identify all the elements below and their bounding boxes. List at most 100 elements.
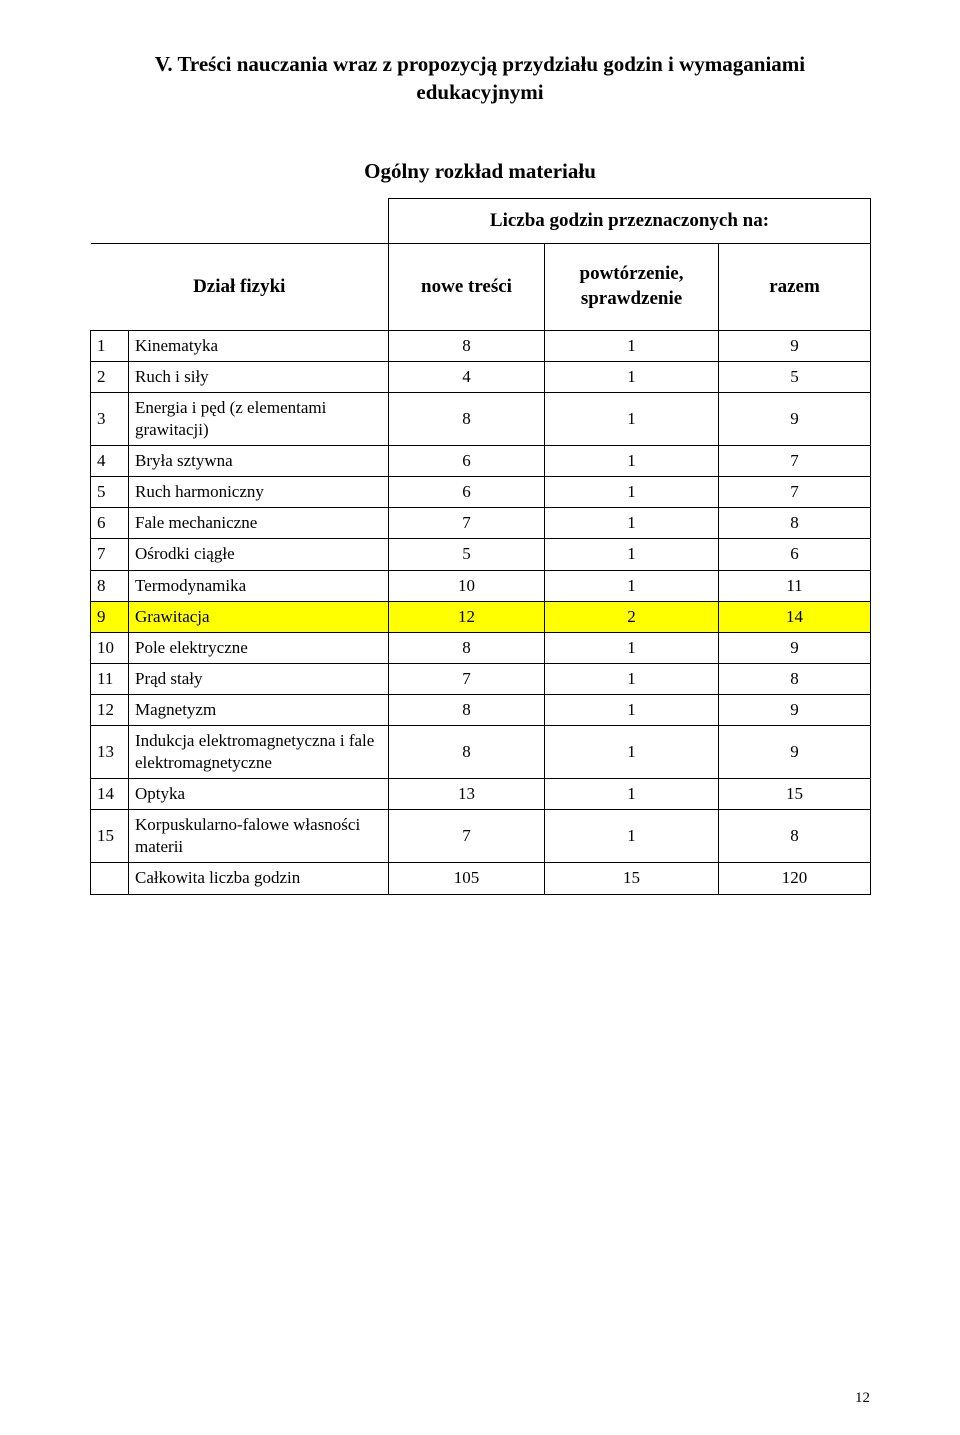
row-value: 4 bbox=[389, 361, 545, 392]
table-row: 2Ruch i siły415 bbox=[91, 361, 871, 392]
row-value: 1 bbox=[545, 539, 719, 570]
row-name: Ruch harmoniczny bbox=[129, 477, 389, 508]
table-row: 7Ośrodki ciągłe516 bbox=[91, 539, 871, 570]
row-value: 11 bbox=[719, 570, 871, 601]
header-razem: razem bbox=[719, 244, 871, 330]
total-label: Całkowita liczba godzin bbox=[129, 863, 389, 894]
table-row: 14Optyka13115 bbox=[91, 779, 871, 810]
row-value: 9 bbox=[719, 632, 871, 663]
row-value: 8 bbox=[719, 663, 871, 694]
row-index: 10 bbox=[91, 632, 129, 663]
page-subtitle: Ogólny rozkład materiału bbox=[90, 159, 870, 184]
table-row: 11Prąd stały718 bbox=[91, 663, 871, 694]
row-value: 15 bbox=[719, 779, 871, 810]
table-row: 4Bryła sztywna617 bbox=[91, 446, 871, 477]
row-index: 9 bbox=[91, 601, 129, 632]
table-row: 12Magnetyzm819 bbox=[91, 694, 871, 725]
row-name: Fale mechaniczne bbox=[129, 508, 389, 539]
row-value: 1 bbox=[545, 632, 719, 663]
page-number: 12 bbox=[855, 1390, 870, 1407]
table-row: 10Pole elektryczne819 bbox=[91, 632, 871, 663]
table-row: 15Korpuskularno-falowe własności materii… bbox=[91, 810, 871, 863]
row-value: 9 bbox=[719, 392, 871, 445]
row-value: 1 bbox=[545, 477, 719, 508]
title-line-1: V. Treści nauczania wraz z propozycją pr… bbox=[155, 52, 805, 76]
row-name: Grawitacja bbox=[129, 601, 389, 632]
row-index: 13 bbox=[91, 725, 129, 778]
row-value: 8 bbox=[389, 330, 545, 361]
row-value: 8 bbox=[389, 694, 545, 725]
table-row: 5Ruch harmoniczny617 bbox=[91, 477, 871, 508]
row-value: 6 bbox=[389, 446, 545, 477]
row-value: 1 bbox=[545, 810, 719, 863]
row-value: 8 bbox=[719, 810, 871, 863]
row-index: 7 bbox=[91, 539, 129, 570]
row-name: Ruch i siły bbox=[129, 361, 389, 392]
row-value: 7 bbox=[719, 477, 871, 508]
row-value: 7 bbox=[389, 810, 545, 863]
total-value: 15 bbox=[545, 863, 719, 894]
row-name: Termodynamika bbox=[129, 570, 389, 601]
row-name: Magnetyzm bbox=[129, 694, 389, 725]
row-index: 8 bbox=[91, 570, 129, 601]
table-row: 9Grawitacja12214 bbox=[91, 601, 871, 632]
row-index: 2 bbox=[91, 361, 129, 392]
row-index: 11 bbox=[91, 663, 129, 694]
row-value: 1 bbox=[545, 570, 719, 601]
row-value: 1 bbox=[545, 392, 719, 445]
header-powt: powtórzenie,sprawdzenie bbox=[545, 244, 719, 330]
total-value: 105 bbox=[389, 863, 545, 894]
row-index: 6 bbox=[91, 508, 129, 539]
row-name: Korpuskularno-falowe własności materii bbox=[129, 810, 389, 863]
row-name: Ośrodki ciągłe bbox=[129, 539, 389, 570]
row-name: Bryła sztywna bbox=[129, 446, 389, 477]
page: V. Treści nauczania wraz z propozycją pr… bbox=[0, 0, 960, 1435]
header-span: Liczba godzin przeznaczonych na: bbox=[389, 198, 871, 244]
row-value: 1 bbox=[545, 330, 719, 361]
row-value: 5 bbox=[719, 361, 871, 392]
table-header-row-1: Liczba godzin przeznaczonych na: bbox=[91, 198, 871, 244]
table-row: 13Indukcja elektromagnetyczna i fale ele… bbox=[91, 725, 871, 778]
row-name: Prąd stały bbox=[129, 663, 389, 694]
page-title: V. Treści nauczania wraz z propozycją pr… bbox=[90, 50, 870, 107]
total-value: 120 bbox=[719, 863, 871, 894]
row-index: 3 bbox=[91, 392, 129, 445]
row-name: Kinematyka bbox=[129, 330, 389, 361]
row-value: 8 bbox=[389, 392, 545, 445]
row-value: 1 bbox=[545, 361, 719, 392]
row-value: 8 bbox=[389, 632, 545, 663]
row-value: 14 bbox=[719, 601, 871, 632]
row-name: Energia i pęd (z elementami grawitacji) bbox=[129, 392, 389, 445]
row-value: 7 bbox=[719, 446, 871, 477]
total-index bbox=[91, 863, 129, 894]
row-value: 7 bbox=[389, 663, 545, 694]
row-value: 8 bbox=[719, 508, 871, 539]
table-row: 6Fale mechaniczne718 bbox=[91, 508, 871, 539]
header-nowe: nowe treści bbox=[389, 244, 545, 330]
row-value: 9 bbox=[719, 694, 871, 725]
row-index: 4 bbox=[91, 446, 129, 477]
row-value: 8 bbox=[389, 725, 545, 778]
row-index: 12 bbox=[91, 694, 129, 725]
row-value: 1 bbox=[545, 779, 719, 810]
row-value: 7 bbox=[389, 508, 545, 539]
row-index: 15 bbox=[91, 810, 129, 863]
row-value: 9 bbox=[719, 330, 871, 361]
header-blank bbox=[91, 198, 389, 244]
hours-table: Liczba godzin przeznaczonych na:Dział fi… bbox=[90, 198, 871, 895]
row-name: Pole elektryczne bbox=[129, 632, 389, 663]
row-value: 10 bbox=[389, 570, 545, 601]
table-row: 8Termodynamika10111 bbox=[91, 570, 871, 601]
row-value: 12 bbox=[389, 601, 545, 632]
row-value: 1 bbox=[545, 508, 719, 539]
row-index: 1 bbox=[91, 330, 129, 361]
row-index: 14 bbox=[91, 779, 129, 810]
table-row: 1Kinematyka819 bbox=[91, 330, 871, 361]
table-row: 3Energia i pęd (z elementami grawitacji)… bbox=[91, 392, 871, 445]
header-dzial: Dział fizyki bbox=[91, 244, 389, 330]
row-value: 2 bbox=[545, 601, 719, 632]
row-value: 6 bbox=[719, 539, 871, 570]
table-body: 1Kinematyka8192Ruch i siły4153Energia i … bbox=[91, 330, 871, 894]
table-total-row: Całkowita liczba godzin10515120 bbox=[91, 863, 871, 894]
row-value: 1 bbox=[545, 694, 719, 725]
